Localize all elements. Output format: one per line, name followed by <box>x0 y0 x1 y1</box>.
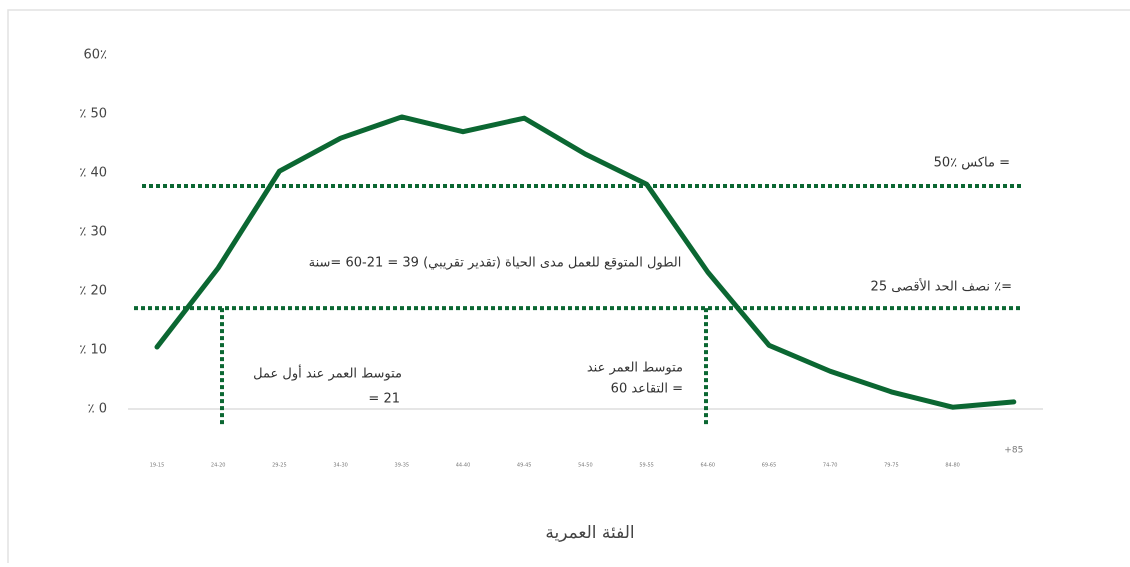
annotation: = 21 <box>368 392 400 407</box>
reference-label: ماكس ٪50 = <box>934 156 1010 171</box>
x-tick-label: 69-65 <box>762 463 777 469</box>
y-tick-label: 60٪ <box>83 48 107 63</box>
annotation: متوسط العمر عند <box>587 361 683 376</box>
y-tick-label: ٪ 10 <box>79 343 107 358</box>
x-tick-label: 54-50 <box>578 463 593 469</box>
x-tick-label: 74-70 <box>823 463 838 469</box>
y-tick-label: ٪ 20 <box>79 284 107 299</box>
x-tick-label: 39-35 <box>395 463 410 469</box>
x-axis-label: الفئة العمرية <box>545 523 634 543</box>
annotation: التقاعد 60 = <box>611 382 683 397</box>
x-tick-label: 44-40 <box>456 463 471 469</box>
y-tick-label: ٪ 30 <box>79 225 107 240</box>
x-tick-label: 34-30 <box>333 463 348 469</box>
x-tick-label: 59-55 <box>639 463 654 469</box>
x-tick-label: 29-25 <box>272 463 287 469</box>
frame <box>7 9 1130 563</box>
data-line <box>154 114 1017 410</box>
y-tick-label: ٪ 0 <box>88 402 107 417</box>
x-tick-label: 49-45 <box>517 463 532 469</box>
x-tick-label: 84-80 <box>945 463 960 469</box>
reference-label: نصف الحد الأقصى 25 ٪= <box>871 278 1012 295</box>
x-tick-label: +85 <box>1004 446 1023 456</box>
x-tick-label: 79-75 <box>884 463 899 469</box>
annotation: متوسط العمر عند أول عمل <box>253 365 402 382</box>
annotation: الطول المتوقع للعمل مدى الحياة (تقدير تق… <box>309 256 682 271</box>
y-tick-label: ٪ 40 <box>79 166 107 181</box>
y-tick-label: ٪ 50 <box>79 107 107 122</box>
x-tick-label: 64-60 <box>701 463 716 469</box>
x-tick-label: 24-20 <box>211 463 226 469</box>
x-tick-label: 19-15 <box>150 463 165 469</box>
